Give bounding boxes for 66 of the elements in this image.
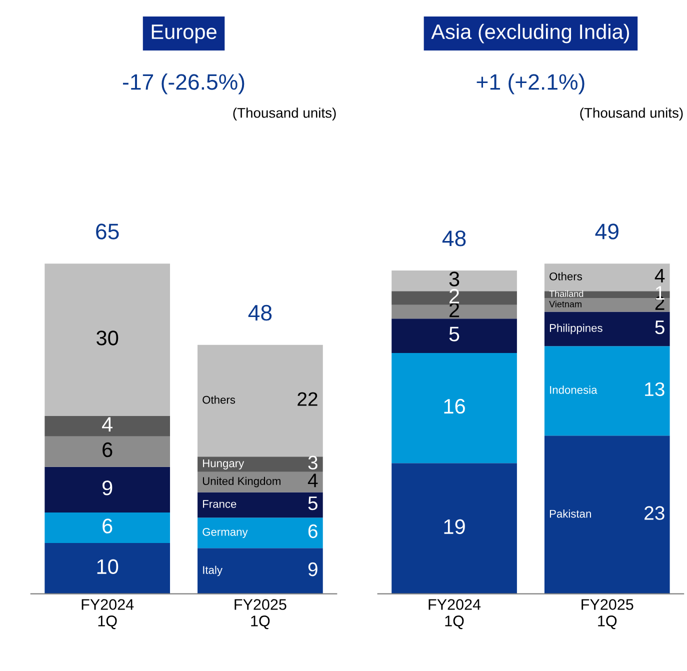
data-label: 2 bbox=[450, 288, 460, 304]
series-label: United Kingdom bbox=[202, 476, 280, 488]
data-label: 9 bbox=[308, 562, 318, 576]
data-label: 9 bbox=[102, 480, 112, 496]
data-label: 22 bbox=[298, 392, 318, 406]
x-tick-label: FY2025 1Q bbox=[234, 599, 286, 630]
x-tick-label: FY2024 1Q bbox=[82, 599, 134, 630]
bar bbox=[198, 492, 323, 518]
data-label: 4 bbox=[102, 417, 113, 432]
series-label: Germany bbox=[202, 528, 248, 538]
data-label: 13 bbox=[645, 382, 664, 396]
chart-subtitle: -17 (-26.5%) bbox=[123, 74, 244, 94]
data-label: 6 bbox=[102, 442, 112, 458]
data-label: 5 bbox=[655, 320, 664, 334]
data-label: 6 bbox=[102, 518, 112, 534]
data-label: 5 bbox=[449, 326, 460, 342]
bar bbox=[198, 548, 323, 594]
series-label: Philippines bbox=[550, 324, 602, 334]
bar bbox=[198, 518, 323, 548]
text: (Thousand units) bbox=[580, 108, 683, 121]
series-label: Others bbox=[550, 272, 582, 280]
bar bbox=[544, 346, 670, 436]
series-label: Vietnam bbox=[549, 300, 582, 308]
series-label: Indonesia bbox=[550, 386, 598, 394]
series-label: Others bbox=[202, 396, 236, 404]
data-label: 23 bbox=[644, 506, 664, 520]
bar bbox=[392, 304, 517, 319]
bar bbox=[198, 344, 323, 457]
data-label: 10 bbox=[97, 559, 118, 574]
chart-subtitle: +1 (+2.1%) bbox=[476, 74, 584, 94]
bar bbox=[544, 312, 670, 346]
bar bbox=[44, 466, 170, 513]
text: (Thousand units) bbox=[233, 108, 336, 121]
bar bbox=[392, 463, 517, 594]
bar bbox=[44, 436, 170, 467]
data-label: 3 bbox=[308, 456, 318, 470]
data-label: 3 bbox=[449, 272, 460, 286]
data-label: 6 bbox=[308, 524, 318, 538]
total-label: 48 bbox=[442, 230, 466, 246]
data-label: 4 bbox=[654, 268, 665, 282]
total-label: 48 bbox=[248, 304, 272, 321]
x-tick-label: FY2025 1Q bbox=[582, 599, 634, 630]
data-label: 16 bbox=[444, 398, 465, 414]
bar bbox=[44, 543, 170, 594]
bar bbox=[392, 318, 517, 354]
data-label: 19 bbox=[444, 519, 465, 534]
chart-title: Europe bbox=[152, 24, 216, 44]
data-label: 2 bbox=[450, 302, 460, 318]
bar bbox=[44, 264, 170, 416]
total-label: 65 bbox=[96, 224, 119, 240]
data-label: 4 bbox=[308, 474, 318, 488]
series-label: Hungary bbox=[203, 460, 244, 470]
bar bbox=[544, 436, 670, 594]
series-label: Italy bbox=[203, 566, 222, 576]
total-label: 49 bbox=[595, 224, 618, 240]
x-tick-label: FY2024 1Q bbox=[428, 599, 481, 630]
series-label: Thailand bbox=[549, 290, 584, 297]
bar bbox=[44, 512, 170, 544]
data-label: 5 bbox=[308, 496, 318, 510]
series-label: Pakistan bbox=[550, 510, 591, 518]
data-label: 30 bbox=[96, 330, 118, 346]
bar bbox=[44, 416, 170, 436]
bar bbox=[198, 456, 323, 472]
chart-title: Asia (excluding India) bbox=[431, 24, 630, 44]
bar bbox=[392, 353, 517, 464]
series-label: France bbox=[203, 500, 236, 508]
